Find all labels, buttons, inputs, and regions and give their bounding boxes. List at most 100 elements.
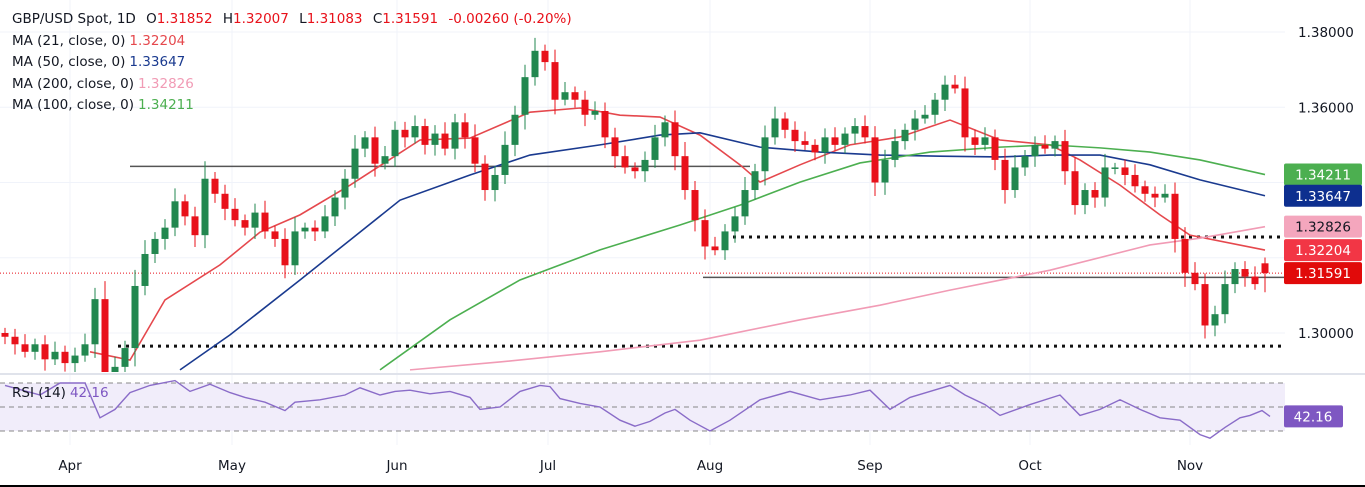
candle-up — [141, 253, 149, 286]
candle-up — [381, 156, 389, 164]
high-value: 1.32007 — [233, 11, 289, 27]
candle-down — [181, 201, 189, 217]
candle-down — [611, 137, 619, 157]
candle-down — [41, 344, 49, 360]
month-tick-label: Oct — [1018, 458, 1041, 474]
month-tick-label: Nov — [1177, 458, 1203, 474]
price-badge — [1284, 184, 1362, 207]
price-tick-label: 1.30000 — [1298, 326, 1354, 342]
candle-up — [561, 92, 569, 100]
candle-up — [111, 366, 119, 372]
candle-down — [571, 92, 579, 100]
candle-down — [441, 133, 449, 149]
candle-down — [21, 344, 29, 352]
indicator-value: 1.32204 — [129, 32, 186, 49]
candle-down — [581, 99, 589, 115]
candle-up — [981, 137, 989, 145]
candle-up — [821, 137, 829, 153]
candle-down — [801, 141, 809, 145]
candle-up — [731, 216, 739, 232]
ma-line — [179, 132, 1266, 371]
candle-down — [551, 62, 559, 100]
candle-down — [781, 118, 789, 130]
candle-up — [521, 77, 529, 115]
symbol-title[interactable]: GBP/USD Spot, 1D — [12, 11, 136, 27]
candle-up — [1031, 144, 1039, 157]
candle-up — [291, 231, 299, 266]
candle-up — [91, 299, 99, 345]
candle-down — [1041, 144, 1049, 149]
candle-down — [1151, 193, 1159, 198]
candle-up — [1161, 193, 1169, 198]
candle-up — [761, 137, 769, 172]
indicator-ma100[interactable]: MA (100, close, 0) 1.34211 — [12, 95, 572, 117]
candle-up — [771, 118, 779, 138]
candle-down — [1261, 263, 1269, 274]
candle-up — [921, 114, 929, 119]
candle-down — [621, 156, 629, 168]
candle-up — [591, 111, 599, 115]
month-tick-label: May — [218, 458, 246, 474]
rsi-line — [4, 379, 1271, 439]
candle-down — [221, 193, 229, 209]
rsi-badge — [1284, 405, 1343, 428]
candle-up — [1051, 141, 1059, 149]
indicator-value: 1.33647 — [129, 54, 186, 70]
candle-down — [1191, 272, 1199, 285]
candle-down — [691, 190, 699, 221]
candle-down — [541, 50, 549, 63]
candle-down — [1171, 193, 1179, 239]
candle-down — [191, 216, 199, 236]
candle-up — [1011, 167, 1019, 191]
candles — [1, 37, 1269, 372]
ma-line — [379, 144, 1266, 371]
candle-down — [1181, 238, 1189, 273]
candle-up — [331, 197, 339, 217]
candle-up — [251, 212, 259, 228]
candle-down — [231, 208, 239, 221]
low-value: 1.31083 — [306, 11, 363, 27]
candle-down — [631, 167, 639, 172]
month-tick-label: Aug — [697, 458, 723, 474]
candle-down — [701, 220, 709, 247]
chart-legend: GBP/USD Spot, 1D O1.31852 H1.32007 L1.31… — [12, 9, 572, 117]
candle-down — [61, 351, 69, 364]
candle-up — [531, 50, 539, 78]
price-tick-label: 1.36000 — [1298, 100, 1354, 116]
candle-up — [411, 126, 419, 138]
candle-up — [1021, 156, 1029, 168]
indicator-ma21[interactable]: MA (21, close, 0) 1.32204 — [12, 31, 572, 53]
indicator-ma200[interactable]: MA (200, close, 0) 1.32826 — [12, 74, 572, 96]
candle-up — [431, 133, 439, 145]
candle-up — [651, 137, 659, 160]
price-axis[interactable]: 1.38000 1.36000 1.30000 — [1298, 25, 1354, 342]
time-axis[interactable]: Apr May Jun Jul Aug Sep Oct Nov — [58, 458, 1203, 474]
candle-down — [421, 126, 429, 145]
indicator-ma50[interactable]: MA (50, close, 0) 1.33647 — [12, 52, 572, 74]
price-badge — [1284, 215, 1362, 238]
candle-down — [1091, 190, 1099, 198]
open-value: 1.31852 — [156, 11, 213, 27]
candle-up — [1231, 269, 1239, 285]
rsi-badge-label: 42.16 — [1294, 409, 1333, 425]
candle-up — [891, 141, 899, 160]
month-tick-label: Jun — [385, 458, 407, 474]
candle-down — [371, 137, 379, 164]
candle-down — [101, 299, 109, 372]
candle-up — [171, 201, 179, 228]
candle-down — [1141, 186, 1149, 194]
close-value: 1.31591 — [382, 11, 439, 27]
open-label: O — [146, 11, 157, 27]
candle-up — [931, 99, 939, 115]
price-badge — [1284, 163, 1362, 186]
candle-down — [681, 156, 689, 191]
price-badge-label: 1.32826 — [1295, 220, 1351, 236]
indicator-label: MA (21, close, 0) — [12, 32, 126, 49]
candle-down — [791, 129, 799, 142]
candle-down — [991, 137, 999, 160]
high-label: H — [222, 11, 234, 27]
rsi-legend[interactable]: RSI (14) 42.16 — [12, 385, 109, 401]
rsi-pane — [0, 379, 1285, 439]
